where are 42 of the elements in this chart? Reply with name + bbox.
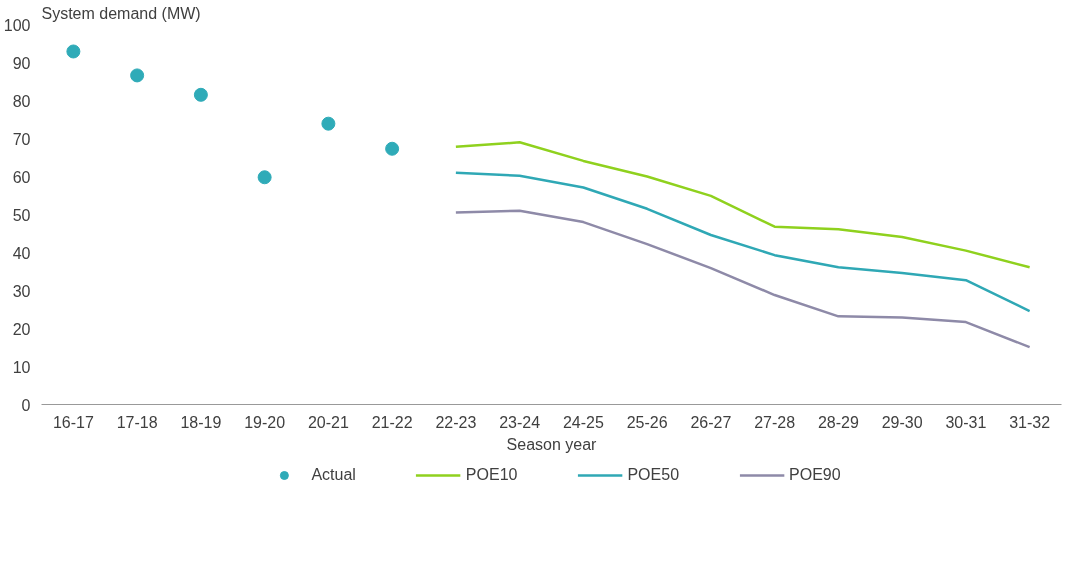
point — [321, 116, 336, 131]
y-tick-label: 0 — [21, 396, 31, 414]
y-tick-label: 20 — [12, 320, 31, 338]
x-tick-label: 22-23 — [435, 413, 477, 431]
line-series — [454, 209, 1031, 349]
line-series — [454, 141, 1031, 269]
x-tick-label: 29-30 — [881, 413, 923, 431]
point — [193, 87, 208, 102]
x-tick-label: 17-18 — [116, 413, 158, 431]
x-tick-label: 30-31 — [945, 413, 987, 431]
y-tick-label: 90 — [12, 54, 31, 72]
point — [66, 44, 81, 59]
x-tick-label: 16-17 — [52, 413, 94, 431]
line-series — [454, 171, 1031, 313]
x-tick-label: 26-27 — [690, 413, 732, 431]
y-axis-title: System demand (MW) — [41, 5, 201, 22]
legend-label: POE50 — [627, 466, 680, 484]
y-tick-label: 40 — [12, 244, 31, 262]
x-tick-label: 23-24 — [499, 413, 541, 431]
point — [130, 68, 145, 83]
y-tick-label: 70 — [12, 130, 31, 148]
x-tick-label: 21-22 — [371, 413, 413, 431]
x-tick-label: 18-19 — [180, 413, 222, 431]
y-tick-label: 10 — [12, 358, 31, 376]
y-tick-label: 100 — [3, 16, 31, 34]
y-tick-label: 60 — [12, 168, 31, 186]
x-tick-label: 31-32 — [1009, 413, 1051, 431]
point — [385, 141, 400, 156]
x-tick-label: 25-26 — [626, 413, 668, 431]
x-tick-label: 19-20 — [244, 413, 286, 431]
y-tick-label: 50 — [12, 206, 31, 224]
x-tick-label: 27-28 — [754, 413, 796, 431]
point — [257, 170, 272, 185]
x-tick-label: 28-29 — [817, 413, 859, 431]
x-tick-label: 24-25 — [562, 413, 604, 431]
legend-label: POE90 — [789, 466, 841, 484]
legend-label: Actual — [311, 466, 356, 484]
y-tick-label: 30 — [12, 282, 31, 300]
legend-label: POE10 — [465, 466, 518, 484]
y-tick-label: 80 — [12, 92, 31, 110]
x-tick-label: 20-21 — [307, 413, 349, 431]
x-axis-title: Season year — [506, 435, 598, 453]
